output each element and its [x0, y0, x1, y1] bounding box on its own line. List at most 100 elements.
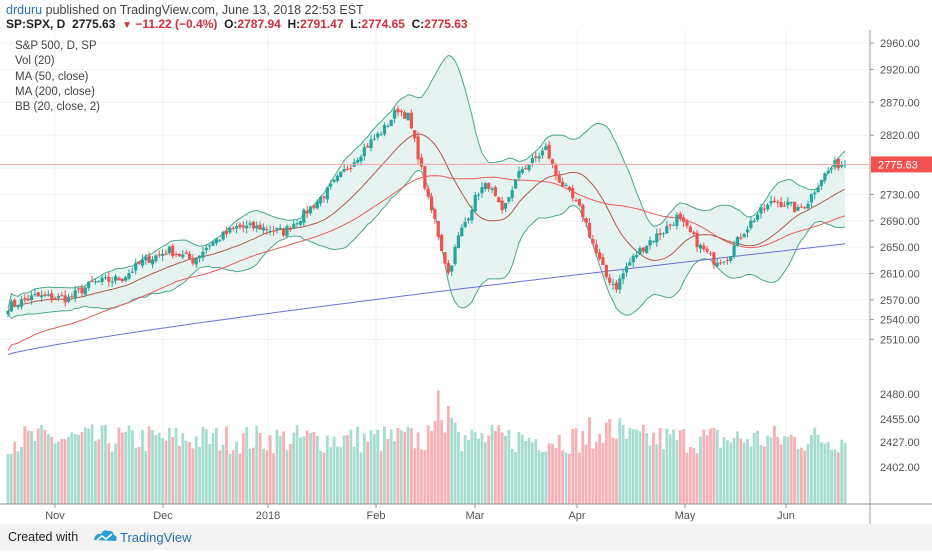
candle-body	[473, 194, 477, 212]
candle-body	[238, 224, 242, 228]
candle-body	[729, 256, 733, 261]
candle-body	[497, 197, 501, 203]
volume-bar	[93, 440, 97, 504]
candle-body	[480, 187, 484, 194]
volume-bar	[621, 425, 625, 504]
price-change: −11.22 (−0.4%)	[135, 17, 218, 31]
candle-body	[661, 233, 666, 235]
candle-body	[520, 169, 524, 173]
candle-body	[840, 164, 844, 167]
candle-body	[13, 299, 17, 306]
volume-bar	[769, 437, 773, 504]
volume-bar	[467, 439, 470, 504]
candle-body	[204, 247, 208, 251]
volume-bar	[322, 452, 326, 504]
candle-body	[668, 224, 672, 226]
volume-bar	[594, 441, 598, 504]
candle-body	[567, 186, 571, 190]
volume-scale-label: 2427.00	[880, 437, 920, 449]
volume-bar	[278, 436, 282, 504]
candle-body	[63, 295, 67, 303]
volume-bar	[349, 429, 353, 504]
volume-bar	[638, 431, 642, 504]
volume-bar	[497, 425, 501, 504]
volume-bar	[16, 451, 20, 504]
candle-body	[719, 262, 723, 264]
candle-body	[500, 200, 504, 211]
volume-bar	[507, 429, 511, 504]
tradingview-brand[interactable]: TradingView	[92, 527, 192, 547]
volume-bar	[90, 424, 94, 504]
volume-bar	[500, 432, 504, 504]
volume-bar	[6, 453, 10, 504]
volume-bar	[372, 434, 376, 504]
candle-body	[833, 160, 837, 168]
publisher-username[interactable]: drduru	[6, 3, 43, 17]
candle-body	[614, 282, 619, 290]
candlesticks	[6, 105, 847, 318]
price-axis[interactable]: 2960.002920.002870.002820.002770.002730.…	[870, 38, 920, 474]
candle-body	[530, 157, 534, 163]
volume-bar	[611, 437, 615, 504]
candle-body	[366, 145, 370, 148]
price-tick-label: 2690.00	[880, 216, 920, 228]
candle-body	[762, 208, 766, 210]
volume-bar	[204, 429, 208, 504]
candle-body	[103, 277, 108, 279]
candle-body	[692, 232, 696, 235]
legend-symbol[interactable]: S&P 500, D, SP	[15, 40, 97, 52]
volume-bar	[147, 426, 151, 504]
price-tick-label: 2540.00	[880, 315, 920, 327]
time-axis[interactable]: Nov Dec 2018 Feb Mar Apr May Jun	[45, 504, 795, 522]
candle-body	[70, 296, 74, 298]
volume-bar	[732, 437, 736, 504]
volume-bar	[793, 436, 796, 504]
candle-body	[453, 246, 457, 265]
candle-body	[806, 203, 810, 209]
time-tick-label: May	[675, 510, 696, 522]
candle-body	[100, 277, 104, 282]
volume-bar	[208, 443, 212, 504]
candle-body	[655, 233, 659, 243]
candle-body	[315, 201, 319, 209]
volume-bar	[809, 434, 813, 504]
candle-body	[752, 220, 756, 222]
legend-volume[interactable]: Vol (20)	[15, 55, 55, 68]
volume-bar	[537, 450, 541, 504]
published-text: published on TradingView.com, June 13, 2…	[45, 3, 364, 17]
volume-bar	[309, 432, 312, 504]
volume-bar	[494, 430, 497, 504]
candle-body	[604, 264, 608, 277]
volume-bar	[272, 453, 275, 504]
volume-bar	[379, 450, 383, 504]
legend-ma50[interactable]: MA (50, close)	[15, 70, 89, 83]
candle-body	[534, 156, 538, 158]
volume-bar	[736, 431, 739, 504]
volume-bar	[60, 439, 64, 504]
price-tick-label: 2730.00	[880, 189, 920, 201]
volume-bar	[332, 436, 336, 504]
candle-body	[369, 139, 373, 149]
volume-bar	[487, 435, 491, 504]
legend-bollinger[interactable]: BB (20, close, 2)	[15, 101, 101, 114]
volume-bar	[833, 449, 837, 504]
publisher-line: drduru published on TradingView.com, Jun…	[6, 3, 364, 17]
volume-bar	[191, 448, 195, 504]
price-tick-label: 2870.00	[880, 97, 920, 109]
volume-bar	[631, 429, 635, 504]
price-chart[interactable]: 2960.002920.002870.002820.002770.002730.…	[0, 30, 932, 524]
candle-body	[779, 201, 783, 207]
volume-bar	[110, 451, 114, 504]
volume-bar	[393, 441, 396, 504]
volume-bar	[406, 426, 410, 504]
legend-ma200[interactable]: MA (200, close)	[15, 85, 95, 98]
tradingview-link[interactable]: TradingView	[120, 530, 192, 545]
volume-bar	[416, 432, 420, 504]
volume-bar	[292, 432, 296, 504]
volume-bar	[820, 442, 823, 504]
candle-body	[60, 295, 64, 297]
volume-bar	[389, 429, 393, 504]
volume-bar	[100, 425, 104, 504]
volume-bar	[823, 443, 827, 504]
candle-body	[198, 255, 202, 259]
